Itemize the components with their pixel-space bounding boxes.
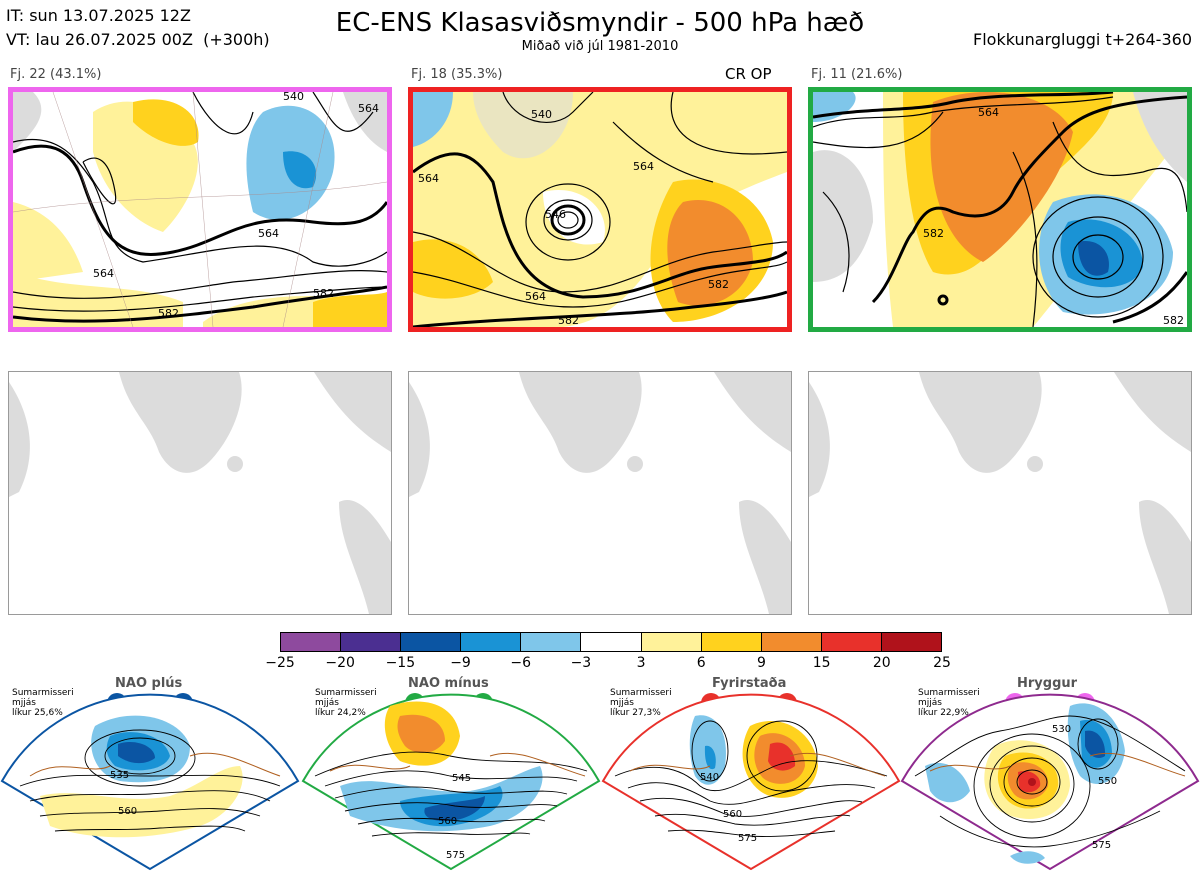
- contour-label: 560: [723, 809, 742, 820]
- cluster-window: Flokkunargluggi t+264-360: [973, 30, 1192, 49]
- colorbar-tick-label: 3: [636, 655, 646, 671]
- cluster-1-map[interactable]: 540 564 564 564 582 582: [8, 87, 392, 332]
- cluster-1-label: Fj. 22 (43.1%): [10, 67, 102, 82]
- contour-label: 575: [446, 850, 465, 861]
- regime-title: NAO plús: [115, 676, 183, 691]
- regime-info: Sumarmisseri mjjás líkur 25,6%: [12, 688, 74, 718]
- contour-label: 564: [525, 290, 546, 303]
- colorbar-segment: [581, 633, 642, 651]
- colorbar-tick-label: −9: [450, 655, 471, 671]
- contour-label: 582: [313, 287, 334, 300]
- contour-label: 564: [358, 102, 379, 115]
- contour-label: 546: [545, 208, 566, 221]
- contour-label: 535: [110, 770, 129, 781]
- colorbar-tick-label: 25: [933, 655, 951, 671]
- colorbar-tick-label: −6: [510, 655, 532, 671]
- contour-label: 582: [923, 227, 944, 240]
- colorbar-segment: [461, 633, 522, 651]
- colorbar-segment: [401, 633, 462, 651]
- regime-info: Sumarmisseri mjjás líkur 24,2%: [315, 688, 377, 718]
- contour-label: 564: [978, 106, 999, 119]
- cluster-2-label: Fj. 18 (35.3%): [411, 67, 503, 82]
- contour-label: 560: [118, 806, 137, 817]
- contour-label: 540: [700, 772, 719, 783]
- colorbar-tick-label: 20: [872, 655, 891, 671]
- regime-info: Sumarmisseri mjjás líkur 27,3%: [610, 688, 672, 718]
- colorbar-segment: [281, 633, 342, 651]
- contour-label: 550: [1098, 776, 1117, 787]
- contour-label: 575: [1092, 840, 1111, 851]
- contour-label: 564: [93, 267, 114, 280]
- empty-map-2: [408, 371, 792, 615]
- contour-label: 560: [438, 816, 457, 827]
- regime-title: NAO mínus: [408, 676, 489, 691]
- cluster-2-map[interactable]: 540 564 564 546 564 582 582: [408, 87, 792, 332]
- regime-nao-minus[interactable]: NAO mínus Sumarmisseri mjjás líkur 24,2%…: [300, 676, 602, 871]
- contour-label: 545: [452, 773, 471, 784]
- contour-label: 575: [738, 833, 757, 844]
- colorbar-segment: [881, 633, 942, 651]
- colorbar-tick-label: −3: [570, 655, 592, 671]
- contour-label: 582: [558, 314, 579, 327]
- colorbar-segment: [821, 633, 882, 651]
- colorbar-tick-label: 9: [756, 655, 766, 671]
- colorbar-tick-label: −15: [385, 655, 416, 671]
- colorbar-tick-label: 15: [812, 655, 831, 671]
- colorbar-tick-label: 6: [696, 655, 706, 671]
- colorbar-segment: [341, 633, 402, 651]
- contour-label: 540: [283, 92, 304, 103]
- colorbar-segment: [641, 633, 702, 651]
- regime-title: Hryggur: [1017, 676, 1078, 691]
- cluster-3-label: Fj. 11 (21.6%): [811, 67, 903, 82]
- colorbar-tick-label: −20: [325, 655, 355, 671]
- cluster-3-map[interactable]: 564 582 582: [808, 87, 1192, 332]
- contour-label: 530: [1052, 724, 1071, 735]
- contour-label: 540: [531, 108, 552, 121]
- page-subtitle: Miðað við júl 1981-2010: [521, 39, 679, 54]
- contour-label: 582: [1163, 314, 1184, 327]
- colorbar-tick-label: −25: [265, 655, 295, 671]
- regime-title: Fyrirstaða: [712, 676, 787, 691]
- empty-map-3: [808, 371, 1192, 615]
- cluster-2-op-tag: CR OP: [725, 65, 772, 83]
- colorbar-segment: [701, 633, 762, 651]
- colorbar: [280, 632, 942, 652]
- valid-time: VT: lau 26.07.2025 00Z (+300h): [6, 30, 270, 49]
- regime-blocking[interactable]: Fyrirstaða Sumarmisseri mjjás líkur 27,3…: [600, 676, 902, 871]
- contour-label: 582: [158, 307, 179, 320]
- empty-map-1: [8, 371, 392, 615]
- contour-label: 582: [708, 278, 729, 291]
- contour-label: 564: [418, 172, 439, 185]
- colorbar-segment: [761, 633, 822, 651]
- page-title: EC-ENS Klasasviðsmyndir - 500 hPa hæð: [335, 8, 865, 38]
- colorbar-labels: −25 −20 −15 −9 −6 −3 3 6 9 15 20 25: [0, 655, 1200, 673]
- colorbar-segment: [521, 633, 582, 651]
- contour-label: 564: [258, 227, 279, 240]
- regime-ridge[interactable]: Hryggur Sumarmisseri mjjás líkur 22,9% 5…: [900, 676, 1200, 871]
- init-time: IT: sun 13.07.2025 12Z: [6, 6, 191, 25]
- regime-nao-plus[interactable]: NAO plús Sumarmisseri mjjás líkur 25,6% …: [0, 676, 300, 871]
- contour-label: 564: [633, 160, 654, 173]
- regime-info: Sumarmisseri mjjás líkur 22,9%: [918, 688, 980, 718]
